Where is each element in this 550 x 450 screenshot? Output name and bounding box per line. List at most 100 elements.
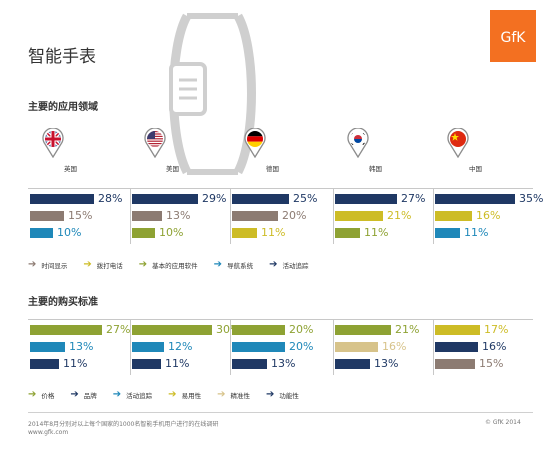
uk-pin-icon [42, 127, 64, 162]
data-label: 13% [69, 340, 94, 353]
arrow-icon: ➔ [213, 259, 223, 270]
bar [232, 211, 278, 221]
data-label: 10% [159, 226, 184, 239]
column-separator [230, 319, 231, 375]
bar [30, 211, 64, 221]
data-label: 28% [98, 192, 123, 205]
legend-purchase: ➔ 价格 ➔ 品牌 ➔ 活动追踪 ➔ 易用性 ➔ 精准性 ➔ 功能性 [28, 388, 533, 402]
legend-label: 易用性 [181, 392, 202, 400]
column-separator [333, 188, 334, 244]
section-title-usage: 主要的应用领域 [28, 102, 98, 113]
data-label: 13% [166, 209, 191, 222]
page-title: 智能手表 [28, 47, 96, 67]
legend-item: ➔ 精准性 [217, 388, 250, 402]
legend-label: 导航系统 [227, 262, 254, 270]
arrow-icon: ➔ [112, 389, 122, 400]
bar [335, 194, 397, 204]
data-label: 11% [165, 357, 190, 370]
bar [132, 228, 155, 238]
data-label: 16% [382, 340, 407, 353]
data-label: 27% [401, 192, 426, 205]
data-label: 20% [289, 323, 314, 336]
bar [435, 211, 472, 221]
data-label: 11% [464, 226, 489, 239]
data-label: 16% [476, 209, 501, 222]
data-label: 20% [282, 209, 307, 222]
legend-label: 精准性 [230, 392, 250, 400]
legend-item: ➔ 拨打电话 [83, 258, 122, 272]
bar [132, 325, 212, 335]
data-label: 13% [271, 357, 296, 370]
data-label: 35% [519, 192, 544, 205]
bar [335, 359, 370, 369]
bar [132, 359, 161, 369]
bar [30, 228, 53, 238]
legend-label: 活动追踪 [126, 392, 153, 400]
bar [232, 342, 285, 352]
china-pin-icon [447, 127, 469, 162]
bar [132, 194, 198, 204]
bar [335, 228, 360, 238]
legend-usage: ➔ 时间显示 ➔ 拨打电话 ➔ 基本的应用软件 ➔ 导航系统 ➔ 活动追踪 [28, 258, 533, 272]
column-separator [333, 319, 334, 375]
bar [232, 228, 257, 238]
data-label: 13% [374, 357, 399, 370]
legend-item: ➔ 功能性 [266, 388, 299, 402]
bar [132, 342, 164, 352]
arrow-icon: ➔ [70, 389, 79, 400]
bar [335, 325, 391, 335]
chart-top-border [28, 319, 533, 320]
bar [335, 342, 378, 352]
data-label: 15% [68, 209, 93, 222]
bar [232, 359, 267, 369]
footer-url[interactable]: www.gfk.com [28, 429, 69, 436]
footer-copyright: © GfK 2014 [485, 419, 521, 426]
arrow-icon: ➔ [28, 259, 37, 270]
data-label: 29% [202, 192, 227, 205]
germany-pin-icon [244, 127, 266, 162]
legend-label: 品牌 [83, 392, 97, 400]
country-label: 美国 [166, 165, 179, 173]
bar [435, 342, 478, 352]
gfk-logo: GfK [490, 10, 536, 62]
data-label: 17% [484, 323, 509, 336]
data-label: 15% [479, 357, 504, 370]
arrow-icon: ➔ [265, 389, 275, 400]
column-separator [433, 188, 434, 244]
bar [435, 359, 475, 369]
legend-item: ➔ 活动追踪 [269, 258, 308, 272]
bar [335, 211, 383, 221]
data-label: 21% [387, 209, 412, 222]
legend-label: 活动追踪 [282, 262, 309, 270]
bar [435, 228, 460, 238]
legend-item: ➔ 时间显示 [28, 258, 67, 272]
korea-pin-icon [347, 127, 369, 162]
country-label: 英国 [64, 165, 77, 173]
smartwatch-icon [165, 8, 260, 180]
column-separator [130, 188, 131, 244]
legend-item: ➔ 价格 [28, 388, 54, 402]
column-separator [230, 188, 231, 244]
country-label: 德国 [266, 165, 279, 173]
us-pin-icon [144, 127, 166, 162]
legend-item: ➔ 基本的应用软件 [139, 258, 198, 272]
arrow-icon: ➔ [269, 259, 278, 270]
data-label: 11% [63, 357, 88, 370]
bar [30, 325, 102, 335]
chart-top-border [28, 188, 533, 189]
data-label: 10% [57, 226, 82, 239]
arrow-icon: ➔ [28, 389, 37, 400]
legend-item: ➔ 品牌 [70, 388, 96, 402]
data-label: 20% [289, 340, 314, 353]
bar [30, 359, 59, 369]
bar [232, 325, 285, 335]
footer-divider [28, 412, 533, 413]
bar [435, 325, 480, 335]
data-label: 21% [395, 323, 420, 336]
bar [232, 194, 289, 204]
legend-label: 功能性 [279, 392, 299, 400]
column-separator [433, 319, 434, 375]
bar [30, 342, 65, 352]
column-separator [130, 319, 131, 375]
data-label: 25% [293, 192, 318, 205]
